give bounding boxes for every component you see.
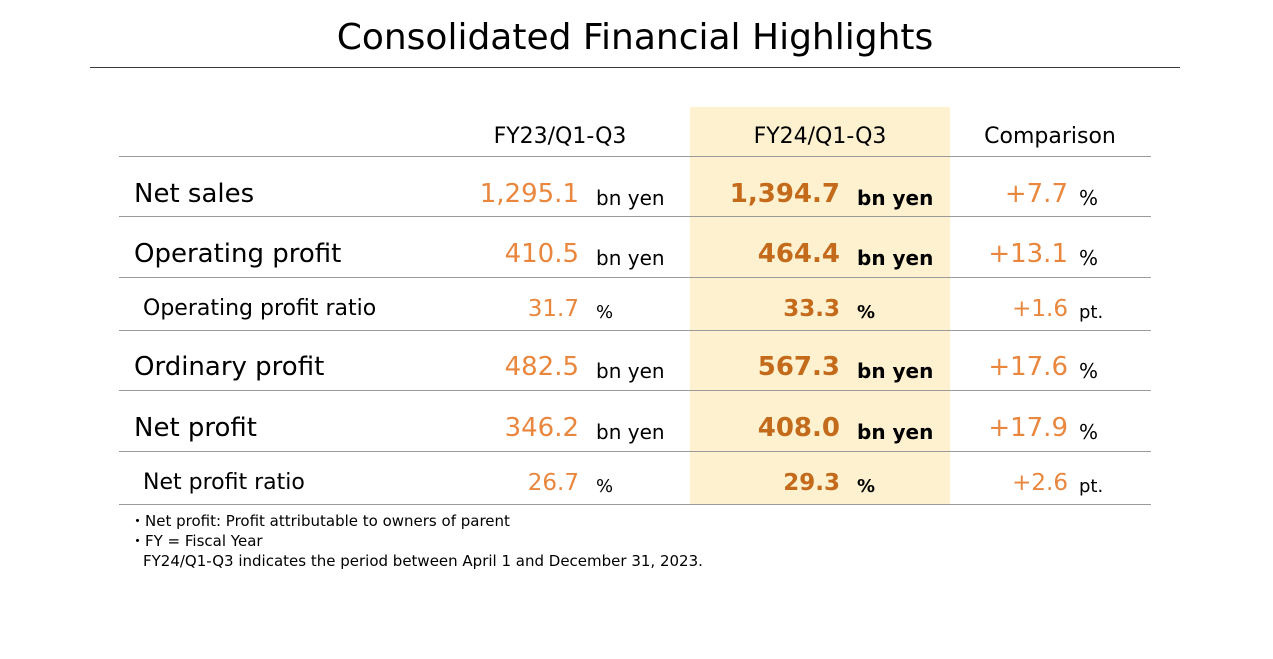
fy23-unit: bn yen <box>596 186 665 210</box>
fy24-unit: bn yen <box>857 420 934 444</box>
row-divider <box>119 277 1151 278</box>
fy23-unit: % <box>596 476 614 497</box>
fy23-unit: bn yen <box>596 359 665 383</box>
table-row-net-profit: Net profit 346.2 bn yen 408.0 bn yen +17… <box>0 413 1273 449</box>
fy24-highlight-column <box>690 107 950 504</box>
row-label: Operating profit ratio <box>143 296 377 321</box>
comparison-unit: % <box>1079 359 1099 383</box>
column-header-fy23: FY23/Q1-Q3 <box>493 124 627 149</box>
column-header-fy24: FY24/Q1-Q3 <box>753 124 887 149</box>
fy23-unit: bn yen <box>596 246 665 270</box>
row-label: Net sales <box>134 179 255 209</box>
fy23-value: 1,295.1 <box>479 179 579 209</box>
fy23-value: 26.7 <box>527 470 579 496</box>
fy24-unit: bn yen <box>857 186 934 210</box>
row-label: Net profit <box>134 413 258 443</box>
row-divider <box>119 390 1151 391</box>
fy23-unit: % <box>596 302 614 323</box>
row-label: Ordinary profit <box>134 352 325 382</box>
fy23-unit: bn yen <box>596 420 665 444</box>
fy23-value: 482.5 <box>504 352 579 382</box>
comparison-unit: pt. <box>1079 476 1104 497</box>
fy24-unit: bn yen <box>857 359 934 383</box>
fy24-unit: % <box>857 476 876 497</box>
fy23-value: 346.2 <box>504 413 579 443</box>
row-label: Operating profit <box>134 239 342 269</box>
fy24-value: 1,394.7 <box>729 179 840 209</box>
comparison-unit: % <box>1079 186 1099 210</box>
fy24-value: 408.0 <box>757 413 840 443</box>
comparison-value: +13.1 <box>988 239 1068 269</box>
table-row-net-profit-ratio: Net profit ratio 26.7 % 29.3 % +2.6 pt. <box>0 470 1273 502</box>
row-divider <box>119 216 1151 217</box>
row-divider <box>119 451 1151 452</box>
fy24-value: 567.3 <box>757 352 840 382</box>
comparison-unit: % <box>1079 420 1099 444</box>
fy24-value: 29.3 <box>783 470 840 496</box>
comparison-value: +7.7 <box>1004 179 1068 209</box>
column-header-comparison: Comparison <box>984 124 1116 149</box>
fy24-value: 33.3 <box>783 296 840 322</box>
fy23-value: 31.7 <box>527 296 579 322</box>
table-row-operating-profit: Operating profit 410.5 bn yen 464.4 bn y… <box>0 239 1273 275</box>
table-row-operating-profit-ratio: Operating profit ratio 31.7 % 33.3 % +1.… <box>0 296 1273 328</box>
comparison-value: +1.6 <box>1012 296 1068 322</box>
fy23-value: 410.5 <box>504 239 579 269</box>
title-divider <box>90 67 1180 68</box>
comparison-value: +2.6 <box>1012 470 1068 496</box>
comparison-unit: pt. <box>1079 302 1104 323</box>
footnote-fy-definition: ・FY = Fiscal Year <box>130 532 263 550</box>
comparison-value: +17.9 <box>988 413 1068 443</box>
table-bottom-rule <box>119 504 1151 505</box>
fy24-unit: bn yen <box>857 246 934 270</box>
row-divider <box>119 330 1151 331</box>
comparison-value: +17.6 <box>988 352 1068 382</box>
footnote-net-profit: ・Net profit: Profit attributable to owne… <box>130 512 510 530</box>
fy24-value: 464.4 <box>757 239 840 269</box>
table-row-net-sales: Net sales 1,295.1 bn yen 1,394.7 bn yen … <box>0 179 1273 215</box>
header-divider <box>119 156 1151 157</box>
fy24-unit: % <box>857 302 876 323</box>
footnote-period: FY24/Q1-Q3 indicates the period between … <box>143 552 703 570</box>
row-label: Net profit ratio <box>143 470 305 495</box>
page-title: Consolidated Financial Highlights <box>336 17 934 58</box>
comparison-unit: % <box>1079 246 1099 270</box>
table-row-ordinary-profit: Ordinary profit 482.5 bn yen 567.3 bn ye… <box>0 352 1273 388</box>
footnotes: ・Net profit: Profit attributable to owne… <box>130 511 703 571</box>
